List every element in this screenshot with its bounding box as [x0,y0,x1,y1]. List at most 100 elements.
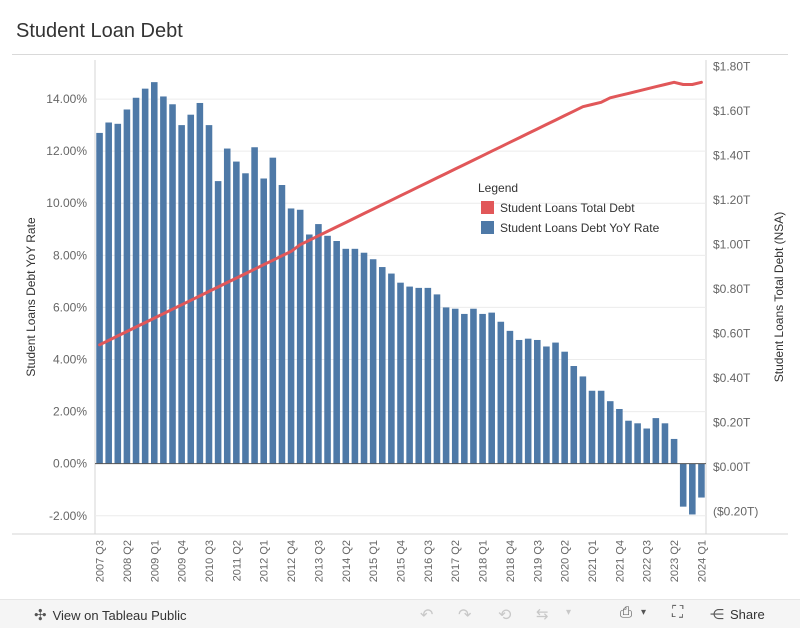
bar [178,125,185,464]
toolbar: ✣ View on Tableau Public ↶ ↷ ⟲ ⇆ ▾ ⎙ ▾ ⛶… [0,599,800,628]
pause-icon[interactable]: ⇆ [536,606,549,623]
bar [679,463,687,507]
pause-dropdown-icon[interactable]: ▾ [566,607,572,618]
bar [406,286,413,464]
y-left-tick-label: 8.00% [53,248,87,262]
bar [524,338,532,464]
bar [543,346,550,464]
bar [233,161,240,464]
bar [534,339,541,464]
bar [497,321,505,464]
bar [652,418,660,464]
bar [388,273,395,464]
bar [479,313,486,464]
revert-icon[interactable]: ⟲ [498,607,512,624]
bar [324,235,331,464]
x-tick-label: 2014 Q2 [341,540,353,582]
y-right-tick-label: $1.00T [713,238,751,252]
bar [515,339,523,464]
bar [242,173,249,464]
share-button[interactable]: ⋲ Share [710,606,765,623]
y-right-axis-title: Student Loans Total Debt (NSA) [772,212,786,383]
x-tick-label: 2009 Q4 [177,540,189,582]
bar [552,342,559,464]
x-tick-label: 2018 Q4 [505,540,517,582]
bar [214,181,222,464]
y-left-tick-label: 6.00% [53,300,87,314]
bar [698,463,705,498]
bar [606,401,614,464]
y-right-tick-label: $0.00T [713,460,751,474]
bar [205,125,213,464]
series-line-total-debt [98,80,703,347]
y-right-tick-label: $1.40T [713,149,751,163]
bar [625,420,632,464]
bar [287,208,295,464]
y-right-tick-label: $0.20T [713,416,751,430]
y-right-tick-label: $1.60T [713,104,751,118]
bar [196,102,204,464]
x-tick-label: 2021 Q1 [587,540,599,582]
y-left-tick-label: -2.00% [49,509,87,523]
bar [123,109,131,464]
bar [506,330,514,464]
bar [442,307,450,464]
y-left-tick-label: 4.00% [53,353,87,367]
bar [616,408,623,464]
undo-icon[interactable]: ↶ [420,607,434,624]
bar [360,252,368,464]
x-tick-label: 2018 Q1 [478,540,490,582]
bar [306,234,313,464]
bar [96,132,103,464]
legend-label: Student Loans Total Debt [500,201,635,215]
bar [251,147,258,464]
bar [433,294,441,464]
x-tick-label: 2012 Q4 [286,540,298,582]
x-tick-label: 2020 Q2 [560,540,572,582]
legend-swatch [481,201,494,214]
y-right-tick-label: $1.20T [713,193,751,207]
x-tick-label: 2012 Q1 [259,540,271,582]
bar [105,122,112,464]
tableau-icon: ✣ [34,607,47,624]
bar [169,104,176,464]
x-tick-label: 2013 Q3 [313,540,325,582]
download-icon[interactable]: ⎙ [620,604,633,621]
bar [661,423,669,464]
y-right-tick-label: $0.80T [713,282,751,296]
page-title: Student Loan Debt [16,20,183,42]
bar [369,259,377,464]
x-tick-label: 2019 Q3 [532,540,544,582]
bar [689,463,696,515]
bar [223,148,231,464]
bar [150,82,158,464]
bar [296,209,304,464]
y-left-tick-label: 0.00% [53,457,87,471]
bar [378,267,386,464]
y-left-tick-label: 14.00% [46,92,87,106]
legend-title: Legend [478,181,518,195]
bar [351,248,359,464]
bar [333,241,340,464]
chart: -2.00% 0.00% 2.00% 4.00% 6.00% 8.00% 10.00% 12.… [12,60,788,582]
bar [187,114,195,464]
bar [269,157,277,464]
bar [461,313,468,464]
bar [397,282,404,464]
bar [588,390,596,464]
bar [579,376,587,464]
bar [415,287,423,464]
x-tick-label: 2024 Q1 [696,540,708,582]
view-on-tableau-link[interactable]: ✣ View on Tableau Public [34,606,187,624]
y-left-tick-label: 12.00% [46,144,87,158]
fullscreen-icon[interactable]: ⛶ [672,604,684,621]
redo-icon[interactable]: ↷ [458,607,472,624]
x-tick-label: 2015 Q1 [368,540,380,582]
download-dropdown-icon[interactable]: ▾ [641,607,647,618]
y-right-tick-label: $0.60T [713,327,751,341]
x-tick-label: 2016 Q3 [423,540,435,582]
bar [597,390,605,464]
y-left-tick-label: 2.00% [53,405,87,419]
y-left-axis-title: Student Loans Debt YoY Rate [24,217,38,377]
y-left-tick-label: 10.00% [46,196,87,210]
